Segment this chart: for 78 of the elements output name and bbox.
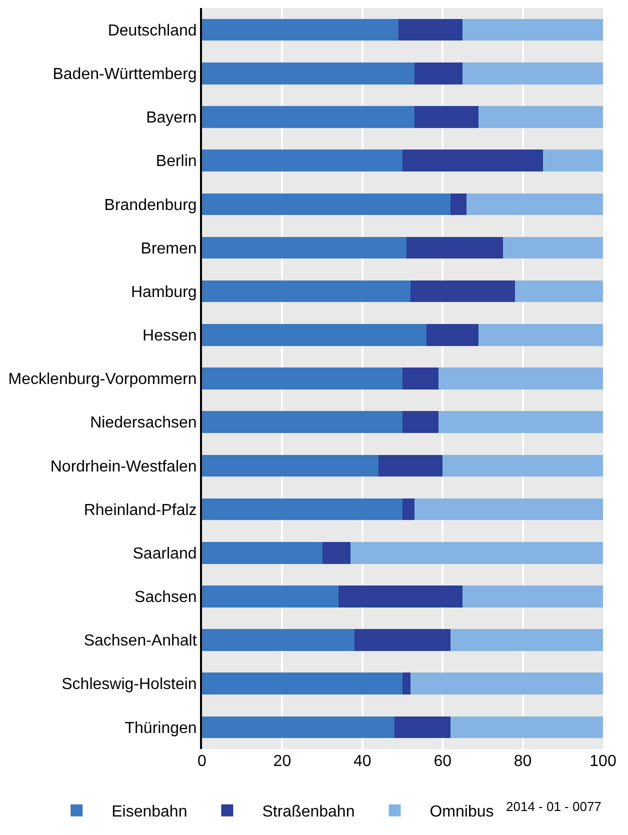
- bar: [406, 236, 503, 259]
- y-tick-label: Baden-Württemberg: [52, 66, 197, 83]
- bar: [202, 411, 402, 433]
- bar: [402, 368, 439, 390]
- legend-label: Omnibus: [430, 804, 494, 821]
- bar: [202, 280, 411, 302]
- y-tick-label: Deutschland: [108, 22, 197, 40]
- bar: [322, 542, 350, 564]
- legend-label: Straßenbahn: [262, 804, 355, 821]
- bar: [402, 672, 411, 695]
- x-tick-label: 100: [590, 753, 616, 770]
- bar: [354, 629, 451, 651]
- x-tick-label: 60: [434, 753, 452, 770]
- y-tick-label: Rheinland-Pfalz: [84, 502, 197, 519]
- y-tick-label: Saarland: [132, 545, 197, 562]
- y-tick-label: Schleswig-Holstein: [62, 676, 197, 694]
- bar: [394, 716, 451, 738]
- y-tick-label: Niedersachsen: [90, 414, 197, 432]
- y-tick-label: Hamburg: [130, 284, 197, 301]
- y-tick-label: Sachsen-Anhalt: [84, 632, 198, 650]
- y-tick-label: Nordrhein-Westfalen: [50, 458, 197, 476]
- bar: [402, 411, 439, 433]
- bar: [478, 106, 603, 128]
- y-tick-label: Bayern: [146, 110, 197, 127]
- text: 2014 - 01 - 0077: [506, 799, 602, 814]
- bar: [410, 280, 515, 302]
- bar: [478, 324, 603, 346]
- bar: [462, 586, 603, 608]
- bar: [202, 586, 338, 608]
- bar: [438, 368, 603, 390]
- bar: [414, 106, 479, 128]
- bar: [202, 324, 427, 346]
- y-tick-label: Mecklenburg-Vorpommern: [8, 371, 197, 388]
- bar: [462, 62, 603, 84]
- bar: [202, 193, 451, 216]
- y-tick-label: Bremen: [140, 240, 197, 258]
- bar: [202, 542, 322, 564]
- bar: [202, 454, 378, 477]
- bar: [338, 586, 463, 608]
- bar: [202, 236, 407, 259]
- y-tick-label: Hessen: [142, 328, 197, 345]
- bar: [398, 18, 463, 41]
- y-tick-label: Sachsen: [134, 589, 197, 606]
- bar: [350, 542, 603, 564]
- x-tick-label: 0: [198, 753, 207, 770]
- bar: [202, 716, 394, 738]
- x-tick-label: 20: [273, 753, 292, 770]
- bar: [450, 716, 603, 738]
- bar: [414, 62, 463, 84]
- bar: [402, 150, 543, 172]
- bar: [514, 280, 603, 302]
- bar: [426, 324, 479, 346]
- bar: [202, 498, 402, 520]
- bar: [202, 18, 398, 41]
- bar: [450, 629, 603, 651]
- bar: [414, 498, 603, 520]
- bar: [466, 193, 603, 216]
- bar: [202, 672, 402, 695]
- y-tick-label: Berlin: [156, 153, 197, 170]
- y-tick-label: Brandenburg: [104, 196, 197, 214]
- bar: [378, 454, 443, 477]
- y-tick-label: Thüringen: [124, 720, 197, 737]
- bar: [202, 62, 415, 84]
- bar: [402, 498, 415, 520]
- bar: [202, 106, 415, 128]
- x-tick-label: 40: [354, 753, 372, 770]
- bar: [542, 150, 603, 172]
- bar: [202, 629, 354, 651]
- bar: [450, 193, 467, 216]
- legend-label: Eisenbahn: [112, 804, 188, 821]
- bar: [438, 411, 603, 433]
- bar: [202, 368, 402, 390]
- bar: [462, 18, 603, 41]
- bar: [410, 672, 603, 695]
- x-tick-label: 80: [514, 753, 532, 770]
- bar: [442, 454, 603, 477]
- bar: [202, 150, 402, 172]
- bar: [502, 236, 603, 259]
